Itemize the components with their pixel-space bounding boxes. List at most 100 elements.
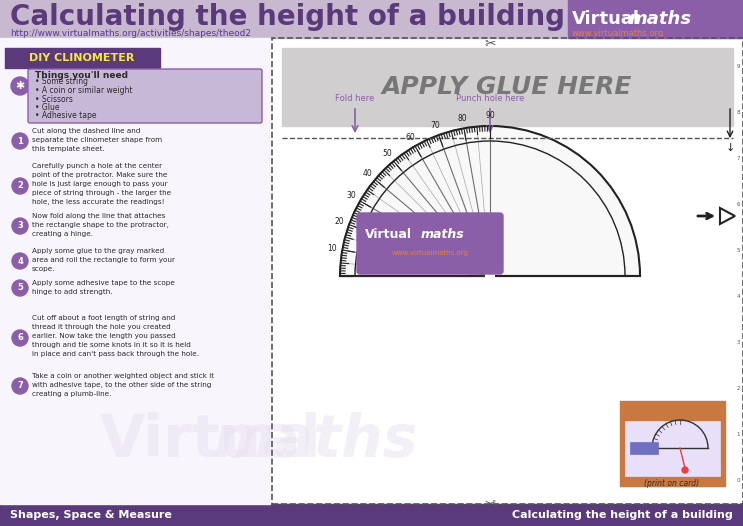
Bar	[0, 504, 743, 526]
Text: creating a plumb-line.: creating a plumb-line.	[32, 391, 111, 397]
Text: Cut along the dashed line and: Cut along the dashed line and	[32, 128, 140, 134]
Circle shape	[11, 77, 29, 95]
Text: Carefully punch a hole at the center: Carefully punch a hole at the center	[32, 163, 162, 169]
Text: 80: 80	[458, 114, 467, 123]
FancyBboxPatch shape	[357, 213, 503, 274]
Text: 1: 1	[17, 137, 23, 146]
Text: Fold here: Fold here	[335, 94, 374, 103]
Text: Things you'll need: Things you'll need	[35, 70, 128, 79]
Text: 4: 4	[17, 257, 23, 266]
Text: maths: maths	[628, 10, 691, 28]
Text: Calculating the height of a building: Calculating the height of a building	[10, 3, 565, 31]
Text: 10: 10	[328, 244, 337, 252]
Text: 6: 6	[736, 203, 740, 207]
Text: 3: 3	[736, 340, 740, 346]
Bar	[0, 0, 743, 38]
Text: maths: maths	[421, 228, 465, 241]
Text: 20: 20	[335, 217, 345, 226]
Text: Now fold along the line that attaches: Now fold along the line that attaches	[32, 213, 166, 219]
Text: creating a hinge.: creating a hinge.	[32, 231, 93, 237]
Text: DIY CLINOMETER: DIY CLINOMETER	[29, 53, 134, 63]
Text: ↓: ↓	[725, 143, 735, 153]
Text: 5: 5	[17, 284, 23, 292]
Text: ✂: ✂	[484, 37, 496, 51]
Text: • Glue: • Glue	[35, 103, 59, 112]
Circle shape	[486, 272, 494, 280]
Text: Punch hole here: Punch hole here	[455, 94, 525, 103]
Text: 50: 50	[383, 149, 392, 158]
Text: 4: 4	[736, 295, 740, 299]
Text: Virtual: Virtual	[100, 412, 322, 470]
Bar	[5, 48, 160, 68]
Text: 7: 7	[17, 381, 23, 390]
Bar	[625, 421, 720, 476]
FancyBboxPatch shape	[28, 69, 262, 123]
Text: 5: 5	[736, 248, 740, 254]
Text: Apply some glue to the gray marked: Apply some glue to the gray marked	[32, 248, 164, 254]
Circle shape	[12, 178, 28, 194]
Text: 2: 2	[736, 387, 740, 391]
Text: 7: 7	[736, 157, 740, 161]
Text: this template sheet.: this template sheet.	[32, 146, 105, 152]
Text: separate the clinometer shape from: separate the clinometer shape from	[32, 137, 162, 143]
Text: 0: 0	[736, 479, 740, 483]
Text: • Adhesive tape: • Adhesive tape	[35, 112, 97, 120]
Text: Shapes, Space & Measure: Shapes, Space & Measure	[10, 510, 172, 520]
Circle shape	[12, 330, 28, 346]
Text: APPLY GLUE HERE: APPLY GLUE HERE	[382, 75, 632, 99]
Text: ✱: ✱	[16, 81, 25, 91]
Text: with adhesive tape, to the other side of the string: with adhesive tape, to the other side of…	[32, 382, 211, 388]
Text: 70: 70	[430, 121, 440, 130]
Text: 90: 90	[485, 112, 495, 120]
Bar	[630, 442, 658, 454]
Text: http://www.virtualmaths.org/activities/shapes/theod2: http://www.virtualmaths.org/activities/s…	[10, 29, 251, 38]
Text: piece of string through - the larger the: piece of string through - the larger the	[32, 190, 171, 196]
Circle shape	[12, 253, 28, 269]
Text: scope.: scope.	[32, 266, 56, 272]
Bar	[0, 38, 270, 504]
Text: • A coin or similar weight: • A coin or similar weight	[35, 86, 132, 95]
Text: hole, the less accurate the readings!: hole, the less accurate the readings!	[32, 199, 165, 205]
Text: area and roll the rectangle to form your: area and roll the rectangle to form your	[32, 257, 175, 263]
Text: Virtual: Virtual	[365, 228, 412, 241]
Text: 9: 9	[736, 65, 740, 69]
Text: maths: maths	[213, 412, 418, 470]
Polygon shape	[720, 208, 735, 224]
Circle shape	[12, 378, 28, 394]
Text: 3: 3	[17, 221, 23, 230]
Text: thread it through the hole you created: thread it through the hole you created	[32, 324, 171, 330]
Circle shape	[12, 280, 28, 296]
Text: 2: 2	[17, 181, 23, 190]
Text: (print on card): (print on card)	[644, 480, 700, 489]
Text: 1: 1	[736, 432, 740, 438]
Bar	[282, 48, 733, 126]
Text: 6: 6	[17, 333, 23, 342]
Text: ✂: ✂	[484, 493, 496, 507]
Circle shape	[12, 218, 28, 234]
Text: • Some string: • Some string	[35, 77, 88, 86]
Text: Apply some adhesive tape to the scope: Apply some adhesive tape to the scope	[32, 280, 175, 286]
Bar	[620, 401, 725, 486]
Text: 60: 60	[405, 133, 415, 142]
Text: 8: 8	[736, 110, 740, 116]
Text: hole is just large enough to pass your: hole is just large enough to pass your	[32, 181, 168, 187]
Text: www.virtualmaths.org: www.virtualmaths.org	[572, 28, 664, 37]
Text: in place and can't pass back through the hole.: in place and can't pass back through the…	[32, 351, 199, 357]
Text: 40: 40	[363, 169, 372, 178]
Text: the rectangle shape to the protractor,: the rectangle shape to the protractor,	[32, 222, 169, 228]
Text: point of the protractor. Make sure the: point of the protractor. Make sure the	[32, 172, 167, 178]
Text: Cut off about a foot length of string and: Cut off about a foot length of string an…	[32, 315, 175, 321]
Bar	[272, 38, 743, 504]
Text: 30: 30	[346, 191, 357, 200]
Circle shape	[682, 467, 688, 473]
Text: hinge to add strength.: hinge to add strength.	[32, 289, 112, 295]
Circle shape	[12, 133, 28, 149]
Text: • Scissors: • Scissors	[35, 95, 73, 104]
Text: Virtual: Virtual	[572, 10, 640, 28]
Wedge shape	[340, 126, 640, 276]
Text: through and tie some knots in it so it is held: through and tie some knots in it so it i…	[32, 342, 191, 348]
Text: Take a coin or another weighted object and stick it: Take a coin or another weighted object a…	[32, 373, 214, 379]
Bar	[568, 0, 743, 38]
Text: earlier. Now take the length you passed: earlier. Now take the length you passed	[32, 333, 176, 339]
Text: www.virtualmaths.org: www.virtualmaths.org	[392, 250, 468, 256]
